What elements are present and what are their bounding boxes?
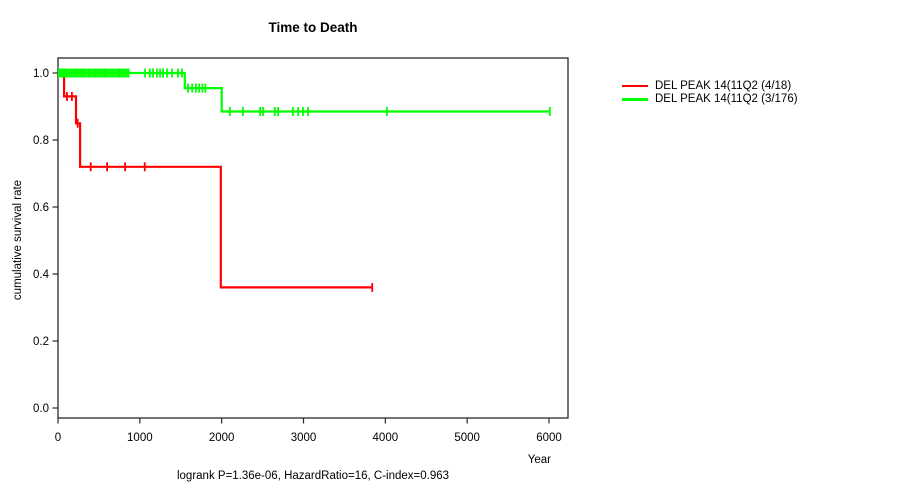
legend-label-group1: DEL PEAK 14(11Q2 (4/18) [655,79,792,92]
x-tick-label: 1000 [127,432,153,444]
x-tick-label: 2000 [209,432,235,444]
y-tick-label: 0.8 [33,135,49,147]
plot-border [57,57,569,419]
legend-label-group2: DEL PEAK 14(11Q2 (3/176) [655,93,798,106]
x-tick-label: 5000 [454,432,480,444]
x-tick-label: 4000 [373,432,399,444]
y-tick-label: 1.0 [33,68,49,80]
red-line-swatch [622,84,648,87]
x-tick-label: 0 [55,432,61,444]
y-tick-label: 0.6 [33,202,49,214]
survival-curve-2 [58,71,550,113]
y-tick-label: 0.2 [33,336,49,348]
x-axis-label: Year [527,454,551,466]
survival-curve-1 [58,71,373,289]
y-axis-label: cumulative survival rate [12,179,24,301]
legend-item-group2: DEL PEAK 14(11Q2 (3/176) [622,93,798,107]
chart-title: Time to Death [268,20,358,35]
stats-footer: logrank P=1.36e-06, HazardRatio=16, C-in… [176,470,450,482]
x-tick-label: 3000 [291,432,317,444]
legend-item-group1: DEL PEAK 14(11Q2 (4/18) [622,79,798,93]
x-tick-label: 6000 [536,432,562,444]
y-tick-label: 0.4 [33,269,50,281]
y-tick-label: 0.0 [33,403,49,415]
legend: DEL PEAK 14(11Q2 (4/18) DEL PEAK 14(11Q2… [622,79,798,106]
green-line-swatch [622,98,648,101]
